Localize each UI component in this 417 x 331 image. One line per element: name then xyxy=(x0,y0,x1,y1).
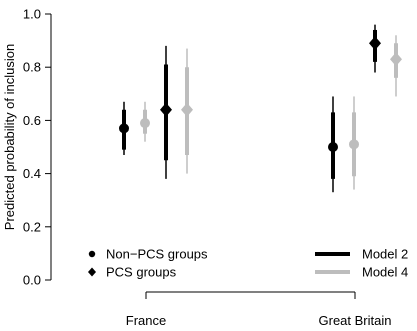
point-estimate xyxy=(160,102,172,117)
legend-label: Non−PCS groups xyxy=(106,247,208,262)
y-tick-label: 1.0 xyxy=(23,7,41,22)
x-axis: France Great Britain xyxy=(126,291,392,328)
estimate-france-non-pcs-model4 xyxy=(140,101,150,142)
y-axis: 0.0 0.2 0.4 0.6 0.8 1.0 xyxy=(23,7,52,288)
point-estimate xyxy=(369,36,381,51)
legend-marker-circle xyxy=(88,250,96,258)
legend-label: PCS groups xyxy=(106,265,177,280)
point-estimate xyxy=(181,102,193,117)
estimate-great-britain-non-pcs-model2 xyxy=(328,96,338,193)
legend: Non−PCS groups PCS groups Model 2 Model 4 xyxy=(88,247,408,280)
estimate-france-pcs-model4 xyxy=(181,48,193,174)
legend-label: Model 4 xyxy=(362,265,408,280)
point-estimate xyxy=(119,123,129,134)
estimate-france-pcs-model2 xyxy=(160,45,172,179)
y-tick-label: 0.0 xyxy=(23,273,41,288)
point-estimate xyxy=(140,118,150,129)
estimate-great-britain-pcs-model4 xyxy=(390,35,402,97)
estimate-france-non-pcs-model2 xyxy=(119,101,129,155)
y-tick-label: 0.2 xyxy=(23,219,41,234)
y-tick-label: 0.6 xyxy=(23,113,41,128)
point-estimate xyxy=(328,142,338,152)
estimate-great-britain-non-pcs-model4 xyxy=(349,96,359,190)
legend-marker-diamond xyxy=(88,267,96,277)
x-tick-label: France xyxy=(126,313,166,328)
y-tick-label: 0.8 xyxy=(23,60,41,75)
legend-label: Model 2 xyxy=(362,247,408,262)
y-axis-title: Predicted probability of inclusion xyxy=(2,44,17,230)
data-marks xyxy=(119,24,402,193)
estimate-great-britain-pcs-model2 xyxy=(369,24,381,73)
x-tick-label: Great Britain xyxy=(319,313,392,328)
point-estimate xyxy=(390,52,402,67)
y-tick-label: 0.4 xyxy=(23,166,41,181)
point-estimate xyxy=(349,139,359,150)
